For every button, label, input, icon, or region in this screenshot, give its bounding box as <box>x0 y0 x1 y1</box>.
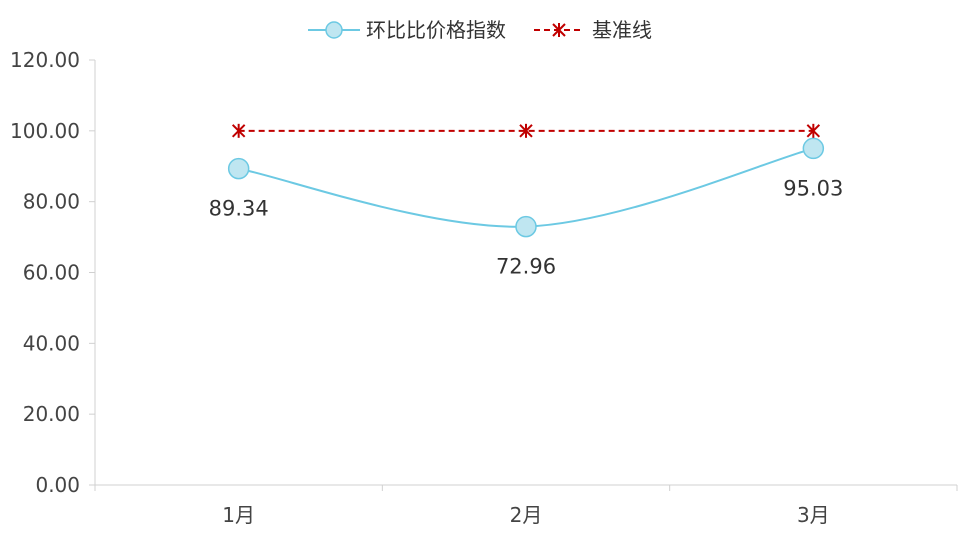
series-line <box>238 147 814 228</box>
y-tick-label: 0.00 <box>35 473 80 497</box>
data-point <box>806 123 821 138</box>
y-tick-label: 120.00 <box>10 48 80 72</box>
data-point <box>802 137 825 160</box>
data-point <box>519 123 533 138</box>
y-tick-label: 40.00 <box>23 331 80 355</box>
data-label: 95.03 <box>783 176 843 200</box>
series-1 <box>227 137 825 238</box>
x-tick-label: 3月 <box>797 503 830 527</box>
legend: 环比比价格指数 基准线 <box>308 18 652 42</box>
data-point <box>227 157 250 180</box>
data-label-layer: 89.34 72.96 95.03 <box>209 176 844 278</box>
x-tick-label: 2月 <box>510 503 543 527</box>
series-2 <box>231 123 821 138</box>
y-tick-label: 20.00 <box>23 402 80 426</box>
data-label: 89.34 <box>209 197 269 221</box>
x-tick-label: 1月 <box>222 503 255 527</box>
legend-swatch-circle-icon <box>325 21 343 39</box>
data-point <box>515 215 537 238</box>
legend-swatch-star-icon <box>552 23 566 37</box>
legend-item-1[interactable]: 环比比价格指数 <box>308 18 506 42</box>
series-layer <box>227 123 825 238</box>
y-tick-label: 100.00 <box>10 119 80 143</box>
y-axis: 0.00 20.00 40.00 60.00 80.00 100.00 120.00 <box>10 48 96 497</box>
legend-label: 环比比价格指数 <box>366 18 506 42</box>
y-tick-label: 60.00 <box>23 261 80 285</box>
y-tick-label: 80.00 <box>23 190 80 214</box>
data-point <box>231 123 246 138</box>
legend-label: 基准线 <box>592 18 652 42</box>
legend-item-2[interactable]: 基准线 <box>534 18 652 42</box>
data-label: 72.96 <box>496 255 556 279</box>
x-axis: 1月 2月 3月 <box>94 484 958 527</box>
